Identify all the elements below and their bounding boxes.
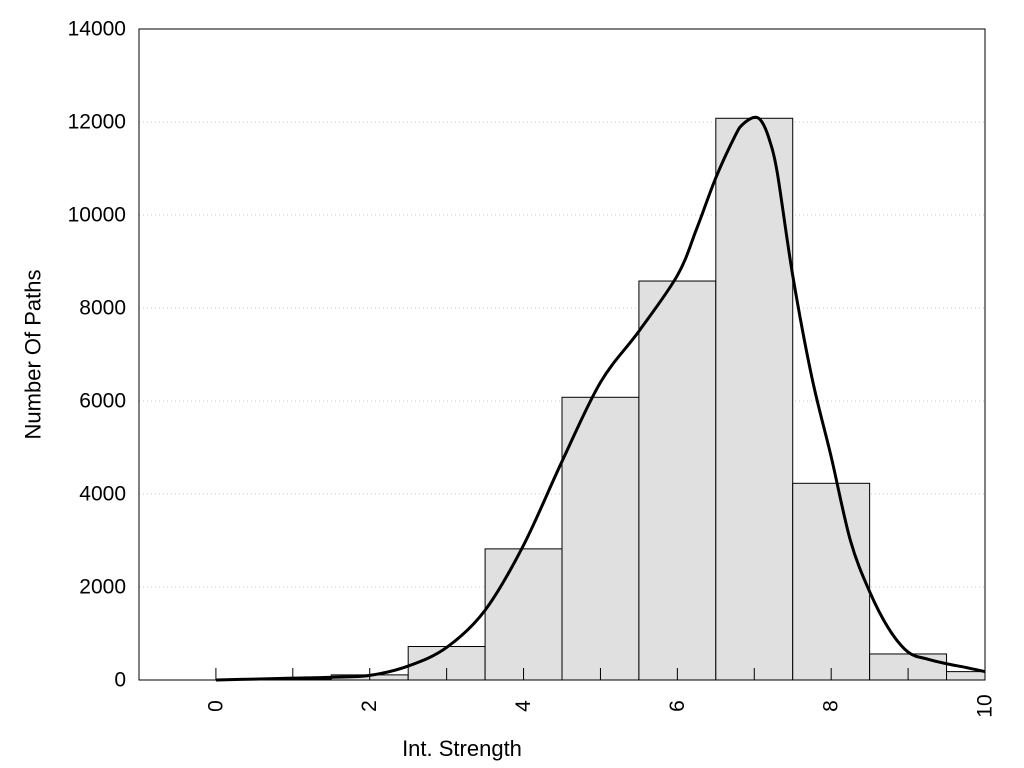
y-axis-ticks: 0 2000 4000 6000 8000 10000 12000 14000 <box>68 18 126 692</box>
y-tick-label: 14000 <box>68 18 126 41</box>
x-tick-label: 4 <box>512 700 535 712</box>
y-tick-label: 2000 <box>79 576 126 599</box>
y-tick-label: 4000 <box>79 483 126 506</box>
y-tick-label: 10000 <box>68 204 126 227</box>
y-tick-label: 6000 <box>79 390 126 413</box>
density-curve <box>215 115 986 682</box>
x-tick-label: 10 <box>974 694 997 717</box>
y-tick-label: 0 <box>114 669 126 692</box>
x-axis-title: Int. Strength <box>402 736 522 761</box>
histogram-bar <box>638 280 717 681</box>
histogram-bars <box>253 117 986 681</box>
histogram-bar <box>484 548 563 681</box>
histogram-bar <box>792 482 871 681</box>
x-tick-label: 6 <box>666 700 689 712</box>
x-tick-label: 8 <box>820 700 843 712</box>
y-tick-label: 8000 <box>79 297 126 320</box>
histogram-bar <box>561 396 640 681</box>
histogram-bar <box>715 117 794 681</box>
histogram-bar <box>946 671 986 681</box>
x-tick-label: 2 <box>358 700 381 712</box>
density-curve-group <box>215 115 986 682</box>
y-axis-title: Number Of Paths <box>21 270 46 440</box>
plot-frame <box>138 28 986 681</box>
x-tick-label: 0 <box>204 700 227 712</box>
y-tick-label: 12000 <box>68 111 126 134</box>
x-axis-ticks: 0 2 4 6 8 10 <box>204 668 997 718</box>
